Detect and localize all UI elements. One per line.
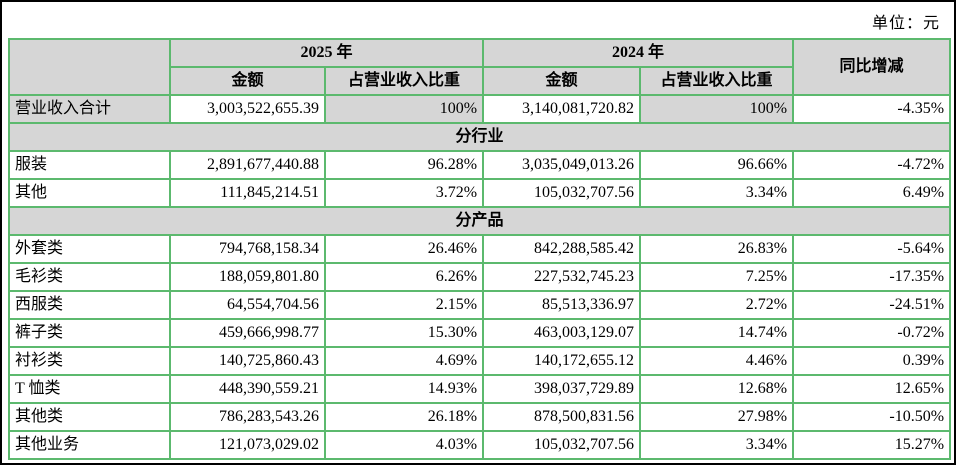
amount-2025: 188,059,801.80	[169, 262, 326, 292]
table-row: 服装 2,891,677,440.88 96.28% 3,035,049,013…	[8, 150, 952, 180]
row-label: 营业收入合计	[8, 94, 171, 124]
share-2024-header: 占营业收入比重	[639, 66, 795, 96]
share-2025: 26.46%	[323, 234, 485, 264]
amount-2025: 64,554,704.56	[169, 290, 326, 320]
amount-2024: 227,532,745.23	[482, 262, 642, 292]
amount-2025-header: 金额	[169, 66, 326, 96]
share-2025: 4.69%	[323, 346, 485, 376]
amount-2024: 85,513,336.97	[482, 290, 642, 320]
amount-2024: 3,035,049,013.26	[482, 150, 642, 180]
section-row-industry: 分行业	[7, 122, 952, 152]
yoy-change: -24.51%	[792, 290, 952, 320]
row-label: 其他业务	[8, 430, 171, 460]
share-2024: 4.46%	[639, 346, 795, 376]
yoy-change: 0.39%	[792, 346, 952, 376]
share-2024: 7.25%	[639, 262, 795, 292]
yoy-header: 同比增减	[792, 38, 952, 96]
table-row: T 恤类 448,390,559.21 14.93% 398,037,729.8…	[8, 374, 952, 404]
share-2025: 6.26%	[323, 262, 485, 292]
revenue-table: 2025 年 2024 年 同比增减 金额 占营业收入比重 金额 占营业收入比重…	[7, 38, 952, 460]
table-row-total: 营业收入合计 3,003,522,655.39 100% 3,140,081,7…	[8, 94, 952, 124]
section-row-product: 分产品	[7, 206, 952, 236]
table-row: 其他 111,845,214.51 3.72% 105,032,707.56 3…	[8, 178, 952, 208]
amount-2024: 105,032,707.56	[482, 178, 642, 208]
share-2025: 26.18%	[323, 402, 485, 432]
amount-2025: 448,390,559.21	[169, 374, 326, 404]
corner-cell	[8, 38, 171, 96]
amount-2025: 140,725,860.43	[169, 346, 326, 376]
amount-2025: 111,845,214.51	[169, 178, 326, 208]
table-row: 毛衫类 188,059,801.80 6.26% 227,532,745.23 …	[8, 262, 952, 292]
amount-2025: 2,891,677,440.88	[169, 150, 326, 180]
yoy-change: -17.35%	[792, 262, 952, 292]
amount-2024: 3,140,081,720.82	[482, 94, 642, 124]
yoy-change: -4.72%	[792, 150, 952, 180]
amount-2025: 459,666,998.77	[169, 318, 326, 348]
amount-2024-header: 金额	[482, 66, 642, 96]
share-2024: 3.34%	[639, 430, 795, 460]
share-2025: 4.03%	[323, 430, 485, 460]
share-2024: 96.66%	[639, 150, 795, 180]
share-2024: 12.68%	[639, 374, 795, 404]
table-row: 其他业务 121,073,029.02 4.03% 105,032,707.56…	[8, 430, 952, 460]
table-row: 裤子类 459,666,998.77 15.30% 463,003,129.07…	[8, 318, 952, 348]
section-title: 分行业	[7, 122, 952, 152]
amount-2025: 794,768,158.34	[169, 234, 326, 264]
header-row-measures: 金额 占营业收入比重 金额 占营业收入比重	[9, 66, 950, 96]
share-2024: 27.98%	[639, 402, 795, 432]
share-2025: 15.30%	[323, 318, 485, 348]
row-label: 其他类	[8, 402, 171, 432]
share-2024: 100%	[639, 94, 795, 124]
share-2025: 100%	[323, 94, 485, 124]
row-label: T 恤类	[8, 374, 171, 404]
yoy-change: -10.50%	[792, 402, 952, 432]
unit-label: 单位：元	[871, 15, 940, 32]
share-2025-header: 占营业收入比重	[323, 66, 485, 96]
table-row: 西服类 64,554,704.56 2.15% 85,513,336.97 2.…	[8, 290, 952, 320]
table-row: 其他类 786,283,543.26 26.18% 878,500,831.56…	[8, 402, 952, 432]
share-2024: 14.74%	[639, 318, 795, 348]
table-row: 外套类 794,768,158.34 26.46% 842,288,585.42…	[8, 234, 952, 264]
amount-2025: 121,073,029.02	[169, 430, 326, 460]
yoy-change: 6.49%	[792, 178, 952, 208]
amount-2024: 463,003,129.07	[482, 318, 642, 348]
amount-2025: 786,283,543.26	[169, 402, 326, 432]
share-2025: 2.15%	[323, 290, 485, 320]
amount-2024: 398,037,729.89	[482, 374, 642, 404]
row-label: 服装	[8, 150, 171, 180]
row-label: 其他	[8, 178, 171, 208]
year-2024-header: 2024 年	[482, 38, 795, 68]
amount-2024: 140,172,655.12	[482, 346, 642, 376]
row-label: 裤子类	[8, 318, 171, 348]
year-2025-header: 2025 年	[168, 38, 485, 68]
table-row: 衬衫类 140,725,860.43 4.69% 140,172,655.12 …	[8, 346, 952, 376]
yoy-change: -0.72%	[792, 318, 952, 348]
share-2024: 2.72%	[639, 290, 795, 320]
amount-2024: 878,500,831.56	[482, 402, 642, 432]
share-2025: 14.93%	[323, 374, 485, 404]
yoy-change: 12.65%	[792, 374, 952, 404]
share-2024: 26.83%	[639, 234, 795, 264]
amount-2025: 3,003,522,655.39	[169, 94, 326, 124]
row-label: 衬衫类	[8, 346, 171, 376]
header-row-years: 2025 年 2024 年 同比增减	[8, 38, 952, 96]
amount-2024: 842,288,585.42	[482, 234, 642, 264]
share-2025: 3.72%	[323, 178, 485, 208]
section-title: 分产品	[7, 206, 952, 236]
yoy-change: -5.64%	[792, 234, 952, 264]
yoy-change: 15.27%	[792, 430, 952, 460]
share-2024: 3.34%	[639, 178, 795, 208]
amount-2024: 105,032,707.56	[482, 430, 642, 460]
row-label: 毛衫类	[8, 262, 171, 292]
yoy-change: -4.35%	[792, 94, 952, 124]
row-label: 西服类	[8, 290, 171, 320]
share-2025: 96.28%	[323, 150, 485, 180]
row-label: 外套类	[8, 234, 171, 264]
